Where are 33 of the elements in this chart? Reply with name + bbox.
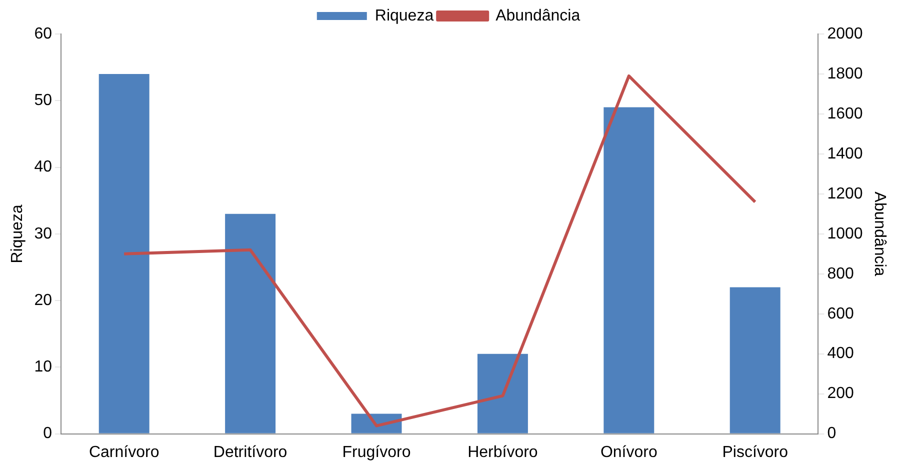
x-tick-label: Detritívoro [213, 444, 288, 461]
y-tick-label: 20 [34, 292, 52, 309]
x-tick-label: Herbívoro [468, 444, 538, 461]
y2-tick-label: 2000 [827, 25, 863, 42]
bar [98, 74, 150, 434]
y2-tick-label: 1600 [827, 105, 863, 122]
legend-label: Riqueza [374, 7, 434, 24]
y2-tick-label: 200 [827, 385, 854, 402]
y-tick-label: 40 [34, 158, 52, 176]
bar [604, 107, 654, 434]
x-tick-label: Carnívoro [88, 444, 160, 461]
y2-tick-label: 1200 [827, 185, 863, 202]
y2-tick-label: 800 [827, 265, 854, 282]
y2-axis-title: Abundância [870, 192, 888, 276]
y2-tick-label: 0 [827, 425, 836, 442]
y-tick-label: 30 [34, 225, 52, 242]
x-tick-label: Frugívoro [342, 444, 411, 461]
y-axis-title: Riqueza [9, 204, 26, 264]
y-tick-label: 60 [34, 25, 52, 42]
y2-tick-label: 400 [827, 345, 854, 362]
x-tick-label: Piscívoro [722, 444, 788, 461]
y-tick-label: 50 [34, 92, 52, 110]
y-tick-label: 0 [43, 425, 52, 442]
y-tick-label: 10 [34, 358, 52, 376]
legend-label: Abundância [496, 7, 580, 24]
y2-tick-label: 600 [827, 305, 854, 322]
x-tick-label: Onívoro [600, 444, 658, 461]
bar [225, 214, 276, 434]
y2-tick-label: 1800 [827, 65, 863, 82]
y2-tick-label: 1400 [827, 145, 863, 162]
y2-tick-label: 1000 [827, 225, 863, 242]
bar [730, 287, 780, 434]
bar [477, 354, 528, 434]
